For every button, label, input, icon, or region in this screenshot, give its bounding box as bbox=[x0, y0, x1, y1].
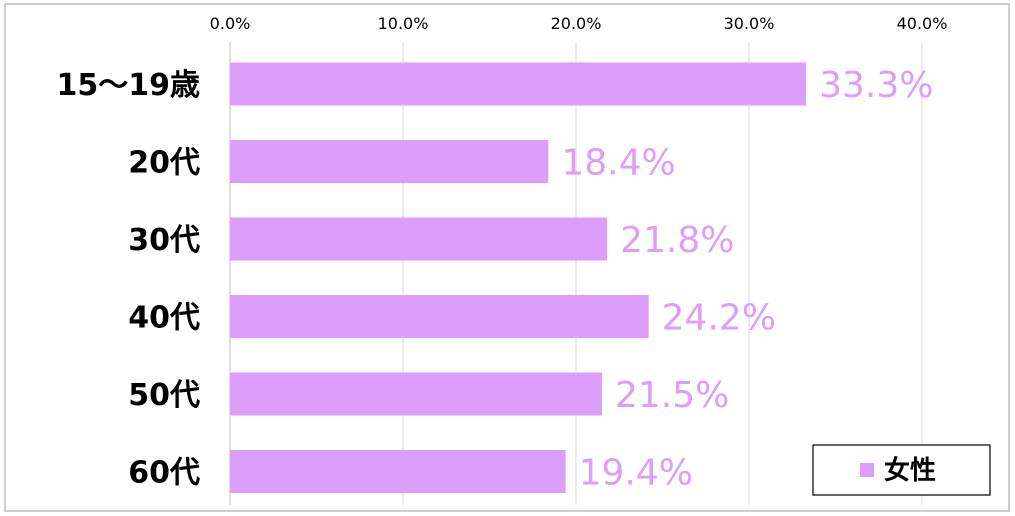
value-label: 21.8% bbox=[620, 220, 734, 261]
x-tick-label: 0.0% bbox=[210, 14, 251, 33]
category-labels: 15～19歳 20代 30代 40代 50代 60代 bbox=[57, 68, 201, 491]
bars bbox=[230, 62, 807, 493]
category-label: 40代 bbox=[128, 301, 200, 336]
category-label: 15～19歳 bbox=[57, 68, 201, 103]
value-label: 21.5% bbox=[615, 375, 729, 416]
legend-swatch bbox=[860, 463, 874, 477]
x-axis-ticks: 0.0% 10.0% 20.0% 30.0% 40.0% bbox=[210, 14, 948, 33]
category-label: 50代 bbox=[128, 378, 200, 413]
bar bbox=[230, 450, 566, 493]
legend-label: 女性 bbox=[884, 455, 936, 486]
category-label: 20代 bbox=[128, 146, 200, 181]
x-tick-label: 10.0% bbox=[378, 14, 429, 33]
value-label: 18.4% bbox=[561, 143, 675, 184]
legend-box bbox=[812, 444, 991, 496]
legend: 女性 bbox=[812, 444, 991, 496]
bar bbox=[230, 62, 807, 106]
bar bbox=[230, 217, 608, 261]
bar bbox=[230, 295, 649, 338]
x-tick-label: 40.0% bbox=[897, 14, 948, 33]
category-label: 30代 bbox=[128, 223, 200, 258]
gridlines bbox=[229, 42, 923, 505]
bar bbox=[230, 140, 549, 183]
bar bbox=[230, 372, 602, 416]
value-labels: 33.3% 18.4% 21.8% 24.2% 21.5% 19.4% bbox=[561, 65, 933, 494]
x-tick-label: 20.0% bbox=[551, 14, 602, 33]
value-label: 24.2% bbox=[662, 298, 776, 339]
x-tick-label: 30.0% bbox=[724, 14, 775, 33]
value-label: 33.3% bbox=[819, 65, 933, 106]
value-label: 19.4% bbox=[579, 453, 693, 494]
category-label: 60代 bbox=[128, 456, 200, 491]
